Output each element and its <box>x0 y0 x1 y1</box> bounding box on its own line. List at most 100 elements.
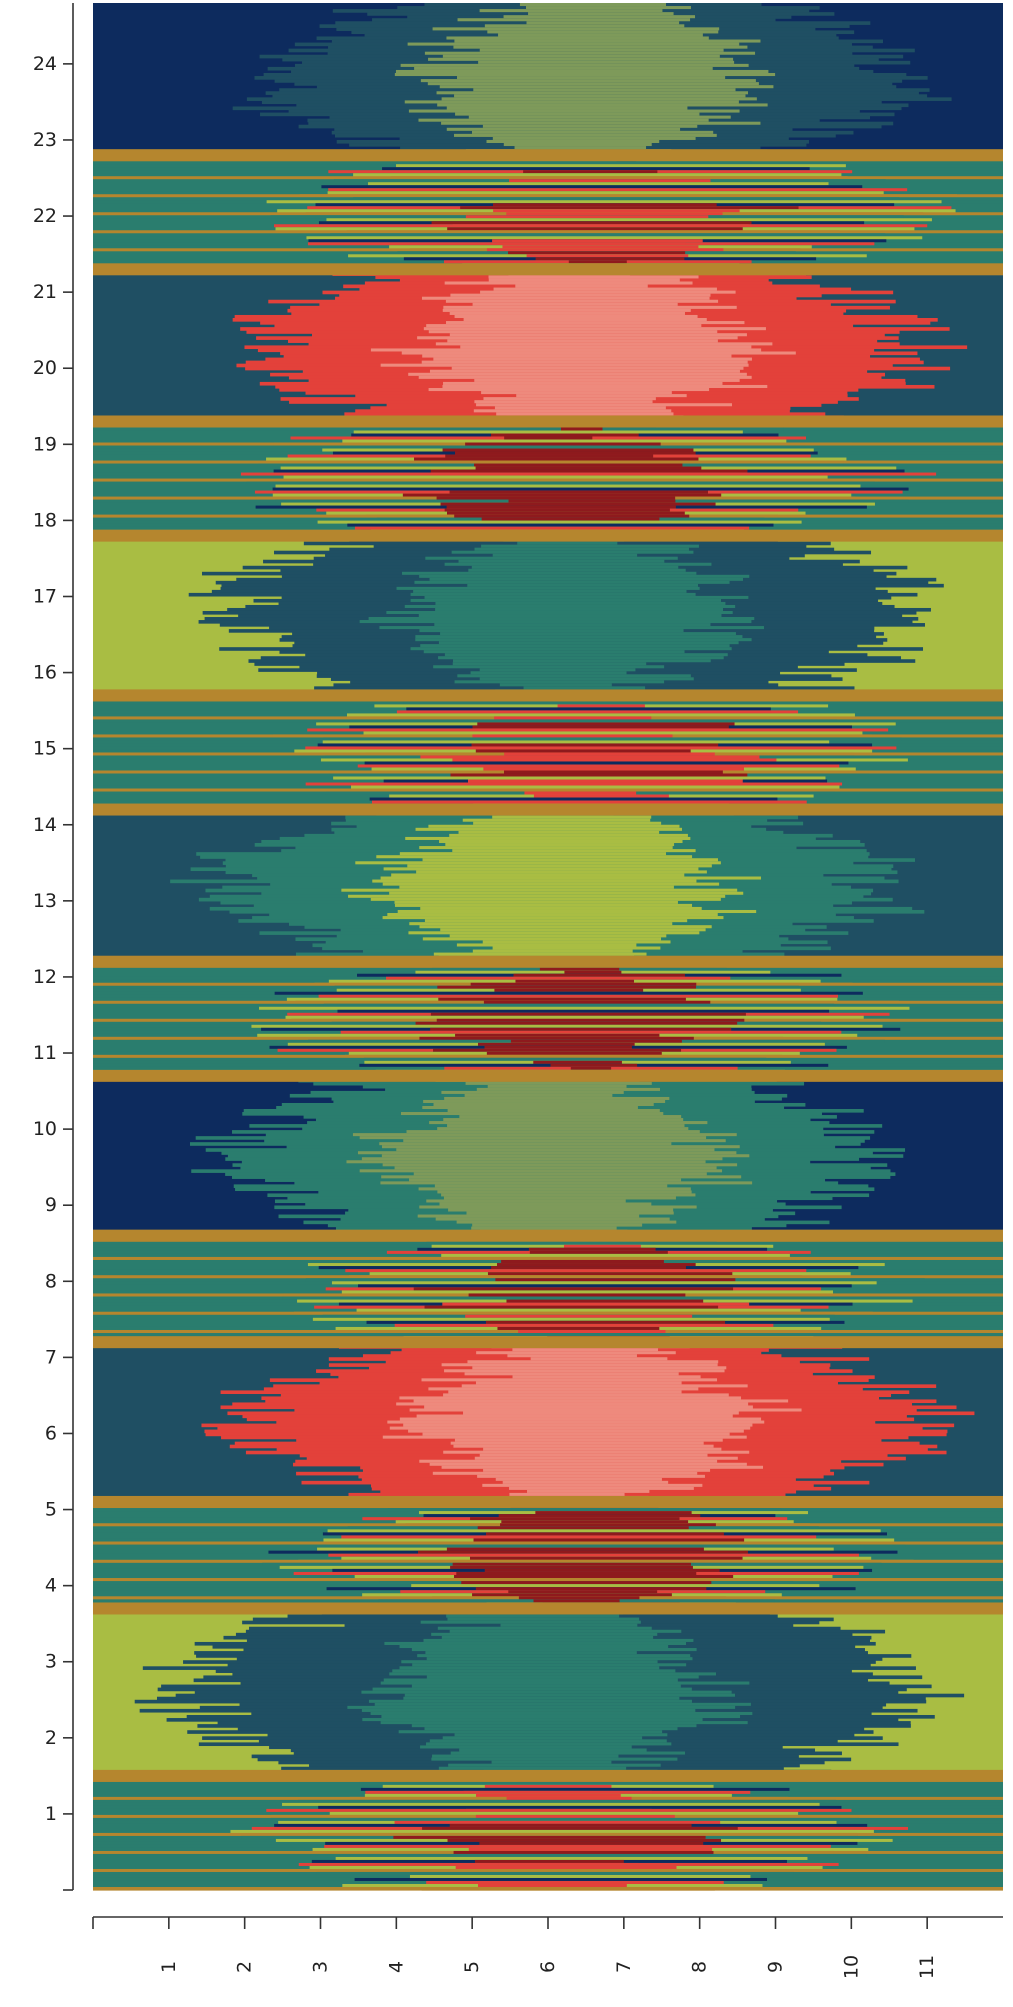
row-mid <box>266 1853 867 1858</box>
row-core <box>444 562 712 567</box>
x-tick-label: 1 <box>158 1961 180 1973</box>
row-mid <box>429 161 752 165</box>
row-core <box>488 275 699 280</box>
row-core <box>472 734 673 739</box>
row-mid <box>345 1269 807 1273</box>
row-core <box>403 1423 753 1428</box>
row-core <box>477 1883 627 1888</box>
row-mid <box>328 460 844 465</box>
row-mid <box>327 191 884 195</box>
row-core <box>424 595 749 600</box>
row-core <box>508 499 676 504</box>
row-core <box>564 970 622 975</box>
row-core <box>475 1587 707 1591</box>
row-core <box>442 384 768 389</box>
row-core <box>396 1402 749 1407</box>
row-mid <box>390 176 848 180</box>
row-mid <box>266 200 942 204</box>
row-core <box>428 388 710 392</box>
y-tick-label: 17 <box>33 585 57 607</box>
row-mid <box>298 1799 837 1804</box>
segment-7 <box>93 809 1003 963</box>
border-band-2 <box>93 263 1003 276</box>
x-tick-label: 2 <box>234 1961 256 1973</box>
row-core <box>415 827 683 832</box>
row-core <box>368 1699 692 1704</box>
row-core <box>423 1099 666 1104</box>
row-core <box>526 21 680 25</box>
row-core <box>408 1429 744 1434</box>
row-core <box>472 130 714 135</box>
row-core <box>470 671 627 675</box>
row-core <box>446 127 681 132</box>
row-core <box>398 1730 663 1734</box>
row-core <box>419 846 673 850</box>
row-core <box>420 1745 632 1750</box>
row-core <box>461 1384 748 1388</box>
row-core <box>438 656 724 660</box>
row-core <box>449 1823 692 1828</box>
row-core <box>384 1641 687 1646</box>
row-core <box>492 553 638 558</box>
row-core <box>497 1263 696 1267</box>
row-core <box>413 589 687 594</box>
row-core <box>387 913 718 917</box>
row-mid <box>421 1886 715 1891</box>
row-mid <box>324 1844 831 1849</box>
row-mid <box>346 713 855 718</box>
row-mid <box>363 1057 767 1062</box>
row-mid <box>240 472 937 477</box>
row-core <box>477 1474 705 1479</box>
row-core <box>420 906 702 911</box>
row-mid <box>462 1333 740 1337</box>
row-core <box>435 601 726 606</box>
row-core <box>487 1272 733 1276</box>
row-core <box>494 406 666 410</box>
row-core <box>411 1684 681 1689</box>
row-core <box>452 849 696 853</box>
row-core <box>506 1299 704 1304</box>
row-core <box>426 1199 626 1204</box>
row-core <box>471 1226 617 1231</box>
row-core <box>399 1666 660 1670</box>
row-core <box>453 1444 714 1449</box>
row-mid <box>317 520 802 525</box>
y-tick-label: 6 <box>45 1422 57 1444</box>
row-core <box>429 577 744 582</box>
row-core <box>391 873 685 878</box>
row-core <box>451 366 744 371</box>
row-core <box>474 1456 738 1461</box>
row-core <box>400 1112 664 1116</box>
row-core <box>440 502 716 507</box>
row-core <box>474 547 689 552</box>
row-mid <box>323 737 902 742</box>
row-core <box>389 1672 717 1677</box>
row-core <box>467 583 699 588</box>
row-core <box>507 1354 637 1358</box>
row-core <box>450 773 748 778</box>
row-mid <box>346 230 840 234</box>
y-tick-label: 18 <box>33 509 57 531</box>
row-core <box>444 1096 670 1101</box>
row-core <box>506 212 723 216</box>
row-core <box>524 791 637 796</box>
row-core <box>529 1250 668 1255</box>
row-core <box>471 565 679 570</box>
row-core <box>508 251 686 255</box>
row-core <box>446 106 688 111</box>
row-core <box>442 448 694 453</box>
row-mid <box>396 710 799 715</box>
row-core <box>381 1154 750 1158</box>
row-core <box>492 946 661 951</box>
row-mid <box>305 746 897 751</box>
row-core <box>455 451 696 456</box>
row-mid <box>282 1296 882 1301</box>
row-core <box>483 397 656 401</box>
row-core <box>432 27 720 31</box>
row-core <box>416 1414 733 1419</box>
row-core <box>429 369 740 374</box>
row-core <box>379 626 764 630</box>
row-core <box>418 118 709 123</box>
row-core <box>523 170 658 174</box>
row-mid <box>272 487 909 492</box>
